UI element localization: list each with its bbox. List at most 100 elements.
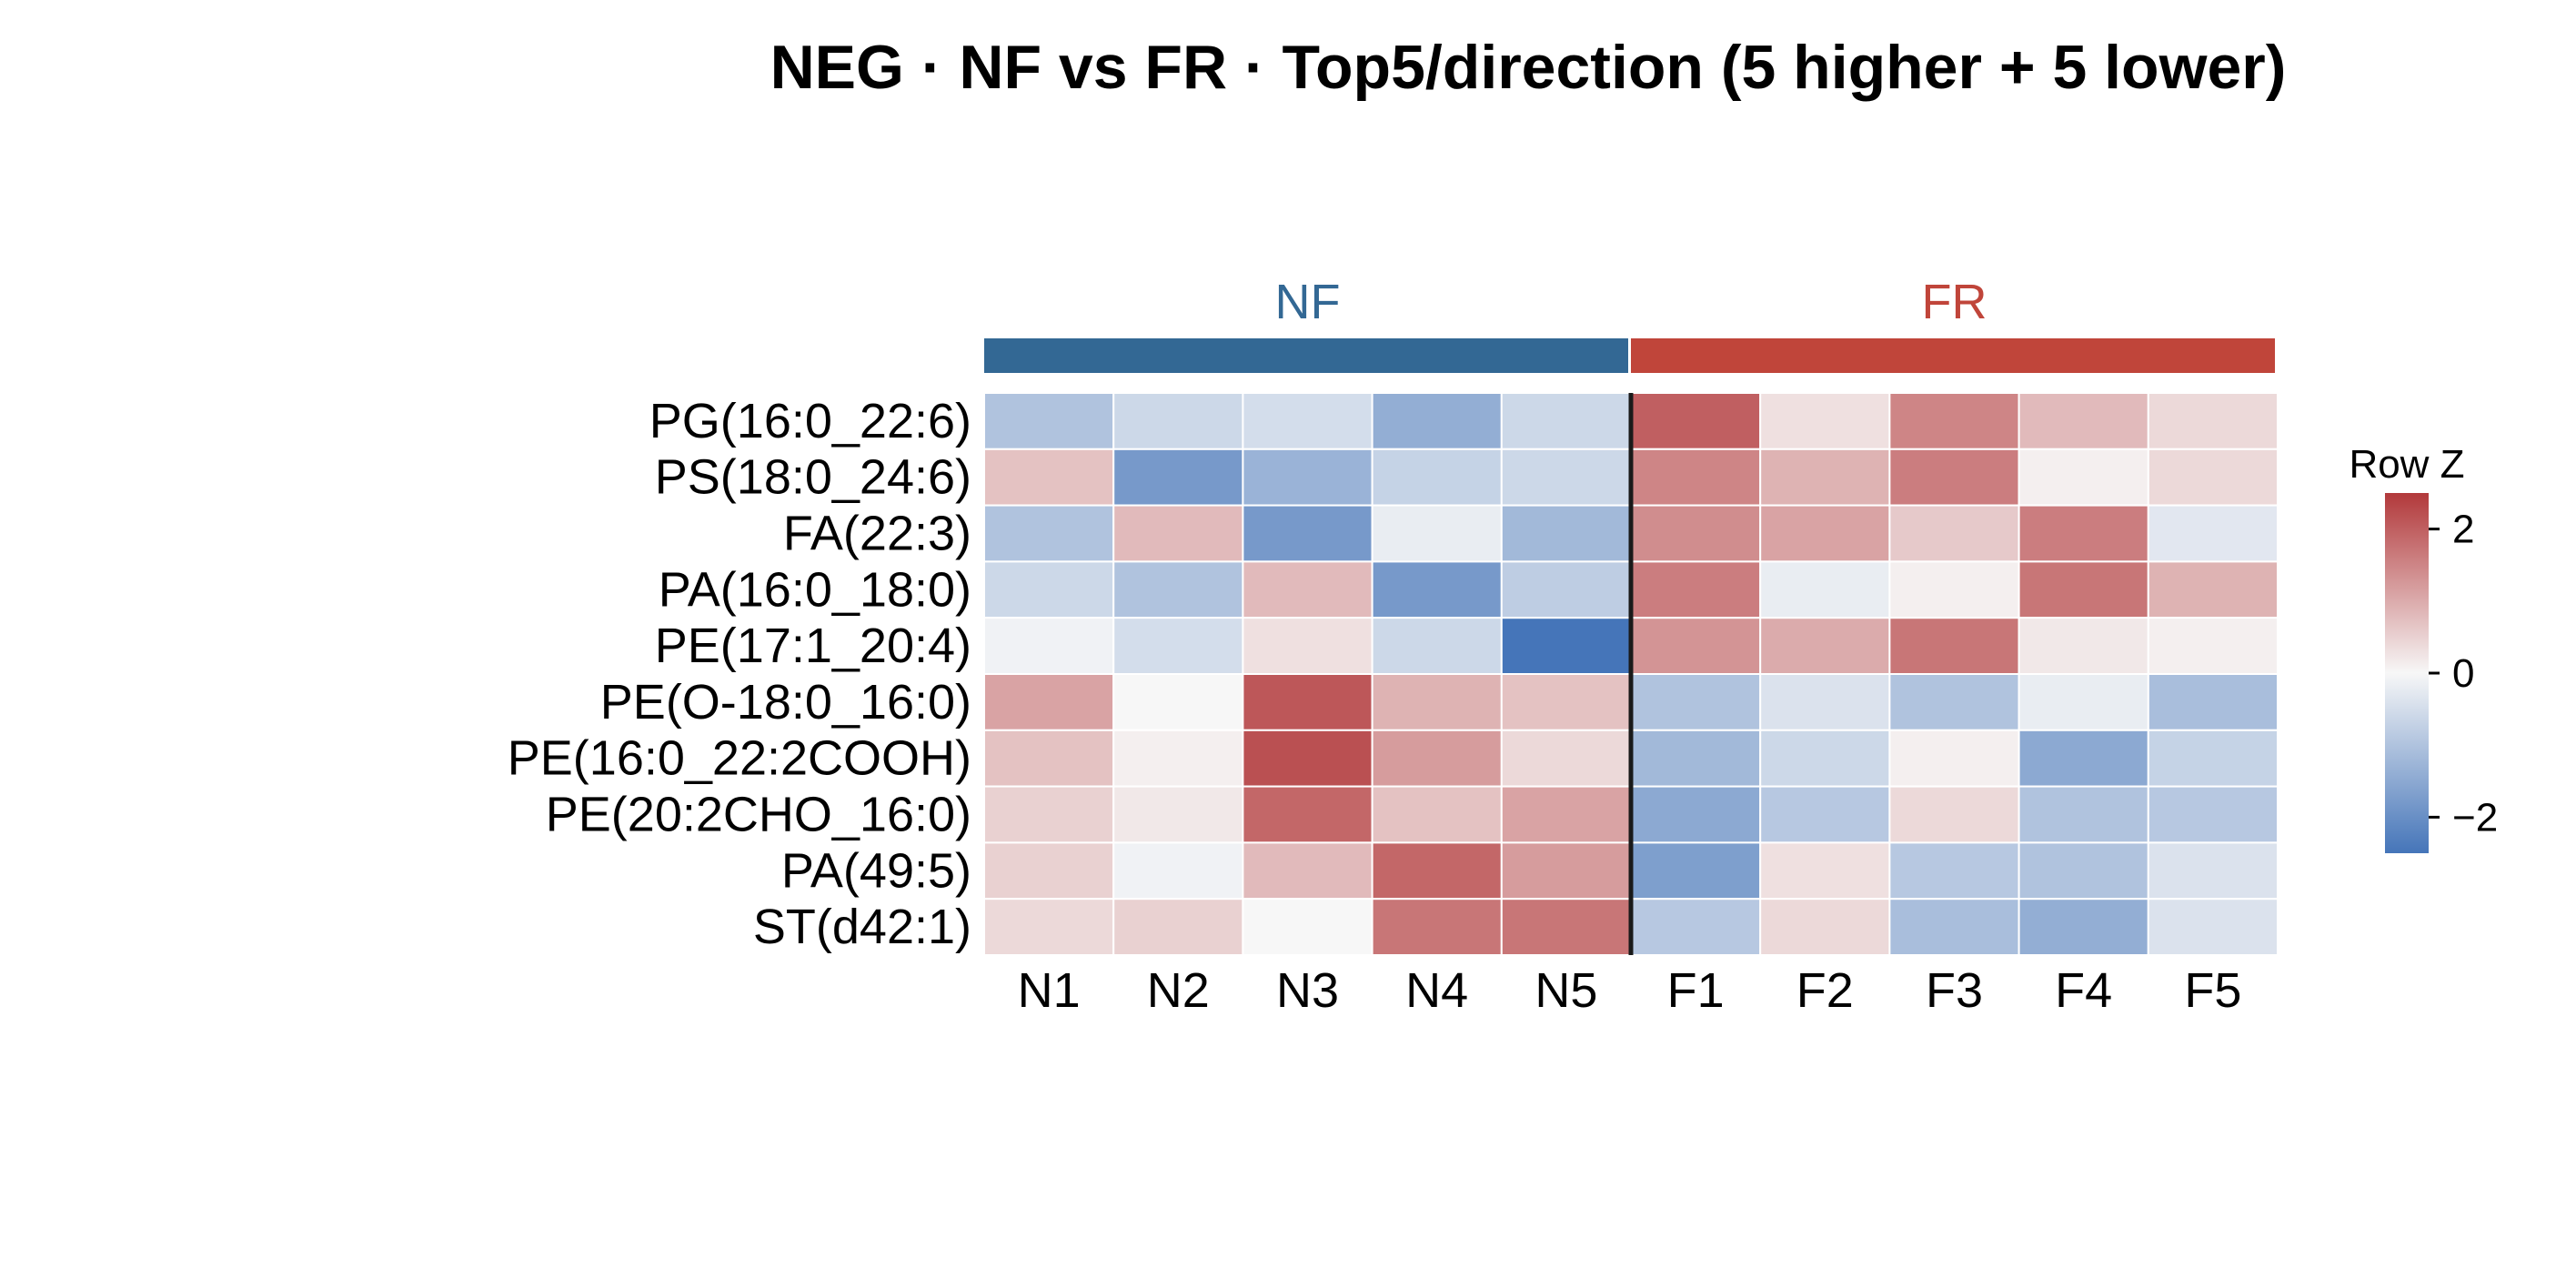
colorbar-title: Row Z	[2349, 442, 2464, 487]
group-annotation: NF FR	[984, 275, 2275, 373]
heatmap-cell	[1371, 560, 1503, 619]
heatmap-cell	[1112, 898, 1244, 957]
column-label: N4	[1405, 963, 1468, 1018]
heatmap-cell	[1630, 673, 1762, 731]
heatmap-cell	[1630, 560, 1762, 619]
colorbar-tick-label: −2	[2452, 795, 2498, 840]
column-labels: N1 N2 N3 N4 N5 F1 F2 F3 F4 F5	[1018, 963, 2242, 1018]
heatmap-cell	[2018, 673, 2149, 731]
heatmap-cell	[1242, 448, 1374, 507]
row-label: PA(16:0_18:0)	[659, 562, 971, 617]
heatmap-cell	[1759, 898, 1891, 957]
row-label: PA(49:5)	[781, 843, 971, 898]
heatmap-cells	[983, 392, 2279, 957]
heatmap-cell	[1630, 392, 1762, 450]
heatmap-cell	[1242, 560, 1374, 619]
heatmap-cell	[1112, 560, 1244, 619]
row-label: PS(18:0_24:6)	[655, 450, 971, 505]
heatmap-cell	[1112, 841, 1244, 901]
heatmap-cell	[1371, 729, 1503, 788]
heatmap-cell	[1500, 785, 1633, 844]
heatmap-cell	[2147, 785, 2279, 844]
heatmap-cell	[1112, 617, 1244, 676]
heatmap-cell	[1888, 392, 2020, 450]
row-label: PE(O-18:0_16:0)	[600, 675, 971, 730]
heatmap-cell	[983, 729, 1115, 788]
row-label: FA(22:3)	[783, 507, 971, 561]
heatmap-cell	[1371, 392, 1503, 450]
row-label: PE(20:2CHO_16:0)	[546, 788, 971, 842]
column-label: N5	[1535, 963, 1597, 1018]
heatmap-cell	[983, 504, 1115, 563]
group-label: NF	[1275, 275, 1341, 329]
column-label: F3	[1926, 963, 1983, 1018]
heatmap-cell	[2018, 504, 2149, 563]
heatmap-cell	[1242, 841, 1374, 901]
heatmap-cell	[1500, 448, 1633, 507]
heatmap-cell	[2147, 729, 2279, 788]
heatmap-cell	[1371, 673, 1503, 731]
heatmap-cell	[1112, 785, 1244, 844]
row-labels: PG(16:0_22:6)PS(18:0_24:6)FA(22:3)PA(16:…	[508, 394, 971, 954]
row-label: PG(16:0_22:6)	[649, 394, 971, 448]
column-label: F1	[1667, 963, 1725, 1018]
heatmap-cell	[1630, 841, 1762, 901]
heatmap-cell	[983, 841, 1115, 901]
heatmap-cell	[2147, 898, 2279, 957]
heatmap-cell	[2018, 841, 2149, 901]
heatmap-cell	[1242, 785, 1374, 844]
heatmap-cell	[1500, 560, 1633, 619]
heatmap-cell	[1371, 898, 1503, 957]
heatmap-cell	[1630, 504, 1762, 563]
column-label: F5	[2184, 963, 2241, 1018]
heatmap-cell	[1759, 617, 1891, 676]
column-label: N3	[1276, 963, 1339, 1018]
group-bar	[984, 338, 1628, 373]
heatmap-cell	[1888, 673, 2020, 731]
column-label: F4	[2055, 963, 2112, 1018]
heatmap-cell	[1500, 617, 1633, 676]
heatmap-cell	[1759, 841, 1891, 901]
heatmap-cell	[1888, 448, 2020, 507]
heatmap-cell	[1242, 617, 1374, 676]
heatmap-cell	[1759, 560, 1891, 619]
heatmap-cell	[2147, 448, 2279, 507]
heatmap-cell	[1888, 841, 2020, 901]
heatmap-cell	[1759, 785, 1891, 844]
heatmap-cell	[983, 785, 1115, 844]
heatmap-cell	[2147, 560, 2279, 619]
heatmap-cell	[983, 898, 1115, 957]
heatmap-cell	[1500, 673, 1633, 731]
colorbar-gradient	[2385, 493, 2429, 853]
heatmap-cell	[1371, 785, 1503, 844]
heatmap-cell	[983, 617, 1115, 676]
column-label: N2	[1147, 963, 1210, 1018]
heatmap-cell	[1630, 729, 1762, 788]
heatmap-cell	[1242, 392, 1374, 450]
heatmap-cell	[983, 448, 1115, 507]
heatmap-cell	[1888, 729, 2020, 788]
heatmap-cell	[1112, 673, 1244, 731]
heatmap-cell	[1888, 898, 2020, 957]
heatmap-cell	[1112, 729, 1244, 788]
group-bar	[1631, 338, 2275, 373]
heatmap-cell	[983, 392, 1115, 450]
heatmap-cell	[1112, 504, 1244, 563]
heatmap-cell	[1630, 617, 1762, 676]
row-label: PE(16:0_22:2COOH)	[508, 731, 971, 786]
heatmap-cell	[1500, 898, 1633, 957]
column-label: F2	[1796, 963, 1854, 1018]
group-label: FR	[1922, 275, 1987, 329]
heatmap-cell	[1759, 392, 1891, 450]
heatmap-cell	[1112, 448, 1244, 507]
heatmap-cell	[1759, 504, 1891, 563]
heatmap-cell	[1888, 504, 2020, 563]
heatmap-cell	[1242, 673, 1374, 731]
heatmap-cell	[1242, 898, 1374, 957]
heatmap-cell	[1888, 617, 2020, 676]
heatmap-cell	[2018, 898, 2149, 957]
heatmap-cell	[1112, 392, 1244, 450]
chart-title: NEG · NF vs FR · Top5/direction (5 highe…	[770, 33, 2287, 102]
heatmap-cell	[1888, 560, 2020, 619]
